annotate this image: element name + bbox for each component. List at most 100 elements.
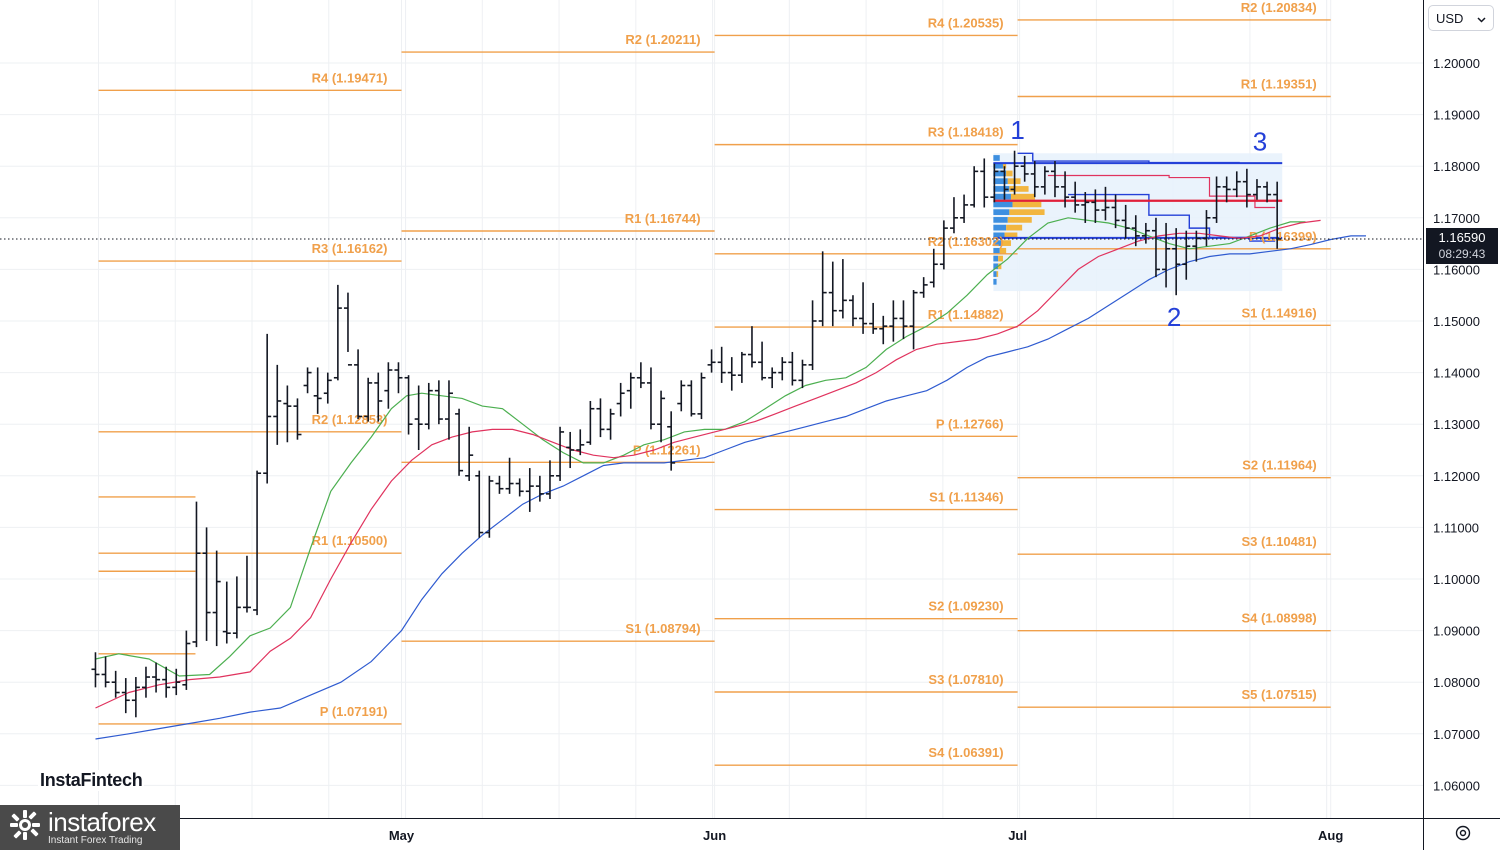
profile-bar-orange	[1009, 186, 1029, 192]
pivot-label: S3 (1.07810)	[928, 672, 1003, 687]
pivot-label: R2 (1.16302)	[928, 234, 1004, 249]
ohlc-bar	[414, 385, 423, 450]
ohlc-bar	[273, 364, 282, 445]
ohlc-bar	[182, 630, 191, 690]
profile-bar-blue	[993, 201, 1013, 208]
profile-bar-blue	[993, 271, 997, 277]
ohlc-bar	[1050, 161, 1059, 198]
logo-tagline: Instant Forex Trading	[48, 834, 143, 846]
pivot-label: R4 (1.20535)	[928, 15, 1004, 30]
moving-average-line	[95, 217, 1306, 677]
ohlc-bar	[283, 385, 292, 443]
logo-text: instaforex	[48, 806, 156, 837]
pivot-label: S2 (1.11964)	[1242, 458, 1316, 473]
profile-bar-orange	[1001, 240, 1011, 246]
profile-bar-orange	[1004, 232, 1018, 239]
ohlc-bar	[394, 362, 403, 394]
ohlc-bar	[596, 398, 605, 438]
current-price: 1.16590	[1438, 230, 1486, 245]
ohlc-bar	[424, 382, 433, 430]
ohlc-bar	[404, 375, 413, 435]
ohlc-bar	[939, 220, 948, 270]
profile-bar-blue	[993, 193, 1011, 200]
wave-label: 3	[1253, 127, 1267, 157]
ohlc-bar	[343, 292, 352, 366]
profile-bar-blue	[993, 247, 1000, 254]
price-tick-label: 1.12000	[1433, 469, 1480, 484]
ohlc-bar	[576, 429, 585, 456]
profile-bar-orange	[1006, 224, 1023, 231]
ohlc-bar	[990, 163, 999, 203]
profile-bar-orange	[1002, 162, 1007, 169]
price-tick-label: 1.15000	[1433, 314, 1480, 329]
ohlc-bar	[384, 362, 393, 409]
month-label: Jun	[703, 828, 726, 843]
pivot-label: R3 (1.16162)	[312, 241, 388, 256]
pivot-label: R1 (1.14882)	[928, 307, 1004, 322]
ohlc-bar	[1202, 210, 1211, 247]
pivot-label: R2 (1.20834)	[1241, 0, 1317, 15]
ohlc-bar	[323, 372, 332, 404]
ohlc-bar	[303, 367, 312, 394]
ohlc-bar	[1151, 217, 1160, 278]
ohlc-bar	[222, 581, 231, 644]
ohlc-bar	[758, 341, 767, 381]
pivot-label: P (1.12261)	[633, 442, 701, 457]
ohlc-bar	[495, 475, 504, 494]
ohlc-bar	[152, 662, 161, 693]
ohlc-bar	[202, 527, 211, 641]
currency-select[interactable]: USD	[1428, 5, 1494, 31]
profile-bar-blue	[993, 178, 1008, 185]
pivot-label: R1 (1.10500)	[312, 533, 388, 548]
gear-icon	[1454, 824, 1472, 847]
ohlc-bar	[1061, 171, 1070, 208]
ohlc-bar	[616, 382, 625, 417]
ohlc-bar	[556, 426, 565, 481]
ohlc-bar	[737, 351, 746, 383]
ohlc-bar	[818, 251, 827, 327]
ohlc-bar	[505, 457, 514, 494]
ohlc-bar	[1192, 230, 1201, 262]
profile-bar-blue	[993, 170, 1007, 177]
time-axis[interactable]: May Jun Jul Aug	[0, 818, 1500, 850]
ohlc-bar	[354, 349, 363, 420]
ohlc-bar	[313, 367, 322, 414]
ohlc-bar	[1101, 186, 1110, 221]
ohlc-bar	[475, 470, 484, 538]
ohlc-bar	[899, 300, 908, 340]
ohlc-bar	[1222, 176, 1231, 203]
instaforex-logo: instaforex Instant Forex Trading	[0, 805, 180, 850]
ohlc-bar	[1182, 230, 1191, 280]
chevron-down-icon	[1477, 11, 1486, 26]
wave-labels: 1 2 3	[1010, 115, 1267, 332]
profile-bar-blue	[993, 232, 1005, 239]
ohlc-bar	[747, 326, 756, 368]
ohlc-bar	[788, 351, 797, 386]
ohlc-bar	[293, 398, 302, 440]
price-tick-label: 1.19000	[1433, 108, 1480, 123]
pivot-label: S5 (1.07515)	[1242, 687, 1317, 702]
ohlc-bar	[111, 670, 120, 698]
ohlc-bar	[727, 357, 736, 391]
ohlc-bar	[212, 550, 221, 647]
month-label: Jul	[1008, 828, 1027, 843]
profile-bar-orange	[1010, 193, 1035, 200]
ohlc-bar	[91, 652, 100, 688]
ohlc-bar	[960, 194, 969, 223]
price-tick-label: 1.18000	[1433, 159, 1480, 174]
pivot-levels: R4 (1.19471) R3 (1.16162) R2 (1.12853) R1 (…	[98, 0, 1331, 766]
pivot-label: P (1.07191)	[320, 704, 388, 719]
ohlc-bar	[636, 362, 645, 389]
ohlc-bar	[808, 300, 817, 371]
pivot-label: R1 (1.16744)	[625, 211, 701, 226]
ohlc-bar	[970, 166, 979, 208]
profile-bar-blue	[993, 255, 999, 262]
profile-bar-orange	[1012, 201, 1042, 208]
settings-button[interactable]	[1450, 822, 1476, 848]
ohlc-bar	[848, 295, 857, 327]
ohlc-bar	[525, 468, 534, 512]
ohlc-bar	[1040, 166, 1049, 195]
ohlc-bar	[1121, 204, 1130, 239]
